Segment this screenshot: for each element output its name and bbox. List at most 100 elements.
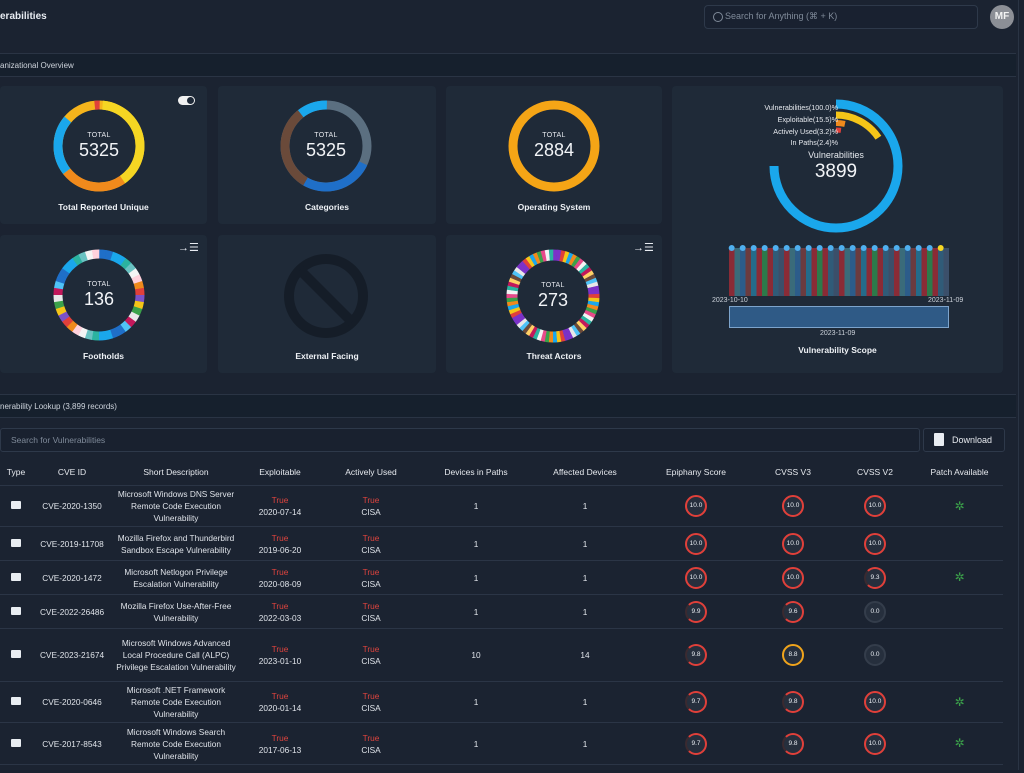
table-row[interactable]: CVE-2023-21674 Microsoft Windows Advanced… [0, 628, 1003, 682]
card-threat-actors: →☰ TOTAL 273 Threat Actors [446, 235, 662, 373]
download-button[interactable]: Download [923, 428, 1005, 452]
timeline-bar [888, 248, 894, 296]
actively-used-source: CISA [361, 703, 381, 713]
actively-used-value: True [362, 691, 380, 701]
short-description: Microsoft Windows Search Remote Code Exe… [112, 722, 240, 765]
lookup-section-header: nerability Lookup (3,899 records) [0, 394, 1016, 418]
timeline-bar [806, 248, 812, 296]
table-header-row: Type CVE ID Short Description Exploitable Ac… [0, 459, 1003, 486]
table-row[interactable]: CVE-2019-11708 Mozilla Firefox and Thunde… [0, 526, 1003, 561]
score-ring: 0.0 [864, 600, 886, 623]
patch-available-icon[interactable]: ✲ [954, 570, 965, 584]
timeline-brush[interactable] [729, 306, 949, 328]
type-icon [11, 606, 21, 615]
timeline-point [794, 245, 801, 251]
exploitable-cell: True 2020-07-14 [240, 485, 320, 527]
column-header[interactable]: Actively Used [320, 459, 422, 486]
page-title: erabilities [0, 11, 47, 22]
timeline-point [772, 245, 779, 251]
actively-used-source: CISA [361, 612, 381, 623]
exploitable-date: 2020-08-09 [258, 578, 302, 589]
donut-segment [506, 249, 600, 343]
expand-list-icon[interactable]: →☰ [178, 242, 199, 254]
column-header[interactable]: Short Description [112, 459, 240, 486]
donut-segment [506, 249, 600, 343]
timeline-end-date: 2023-11-09 [928, 297, 964, 304]
donut-segment [506, 249, 600, 343]
donut-segment [506, 249, 600, 343]
score-ring: 9.7 [685, 732, 707, 755]
legend-actively-used: Actively Used(3.2)% [773, 126, 838, 136]
timeline-bar [877, 248, 883, 296]
cve-id[interactable]: CVE-2020-1350 [32, 485, 112, 527]
vulnerability-search-input[interactable]: Search for Vulnerabilities [0, 428, 920, 452]
scope-timeline-chart[interactable] [727, 238, 951, 298]
table-row[interactable]: CVE-2017-8543 Microsoft Windows Search Re… [0, 722, 1003, 765]
cve-id[interactable]: CVE-2023-21674 [32, 628, 112, 682]
table-row[interactable]: CVE-2020-0646 Microsoft .NET Framework Re… [0, 681, 1003, 723]
patch-available-icon[interactable]: ✲ [954, 694, 965, 709]
table-row[interactable]: CVE-2020-1350 Microsoft Windows DNS Serve… [0, 485, 1003, 527]
devices-in-paths: 1 [422, 594, 530, 629]
cve-id[interactable]: CVE-2017-8543 [32, 722, 112, 765]
timeline-bar [734, 248, 740, 296]
vulnerability-scope-radial[interactable] [768, 98, 904, 234]
column-header[interactable]: CVSS V2 [834, 459, 916, 486]
patch-available-icon[interactable]: ✲ [954, 736, 965, 750]
card-footholds: →☰ TOTAL 136 Footholds [0, 235, 207, 373]
donut-segment [506, 249, 600, 343]
column-header[interactable]: Affected Devices [530, 459, 640, 486]
column-header[interactable]: CVSS V3 [752, 459, 834, 486]
affected-devices: 1 [530, 594, 640, 629]
donut-segment [506, 249, 600, 343]
donut-segment [506, 249, 600, 343]
timeline-start-date: 2023-10-10 [712, 297, 748, 304]
devices-in-paths: 1 [422, 560, 530, 595]
donut-segment [53, 249, 145, 341]
short-description: Mozilla Firefox and Thunderbird Sandbox … [112, 526, 240, 561]
timeline-bar [762, 248, 768, 296]
cve-id[interactable]: CVE-2022-26486 [32, 594, 112, 629]
donut-segment [506, 249, 600, 343]
global-search-input[interactable]: Search for Anything (⌘ + K) [704, 5, 978, 29]
column-header[interactable]: Devices in Paths [422, 459, 530, 486]
devices-in-paths: 1 [422, 485, 530, 527]
table-row[interactable]: CVE-2022-26486 Mozilla Firefox Use-After-… [0, 594, 1003, 629]
score-ring: 10.0 [864, 732, 886, 755]
donut-segment [53, 249, 145, 341]
cve-id[interactable]: CVE-2019-11708 [32, 526, 112, 561]
donut-segment [506, 249, 600, 343]
avatar[interactable]: MF [990, 5, 1014, 29]
actively-used-value: True [362, 566, 380, 577]
exploitable-date: 2022-03-03 [258, 612, 302, 623]
operating-system-donut[interactable]: TOTAL 2884 [508, 100, 600, 192]
column-header[interactable]: Patch Available [916, 459, 1003, 486]
donut-segment [506, 249, 600, 343]
exploitable-value: True [271, 495, 289, 505]
toggle-switch[interactable] [178, 96, 195, 105]
score-ring: 10.0 [685, 495, 707, 517]
cve-id[interactable]: CVE-2020-1472 [32, 560, 112, 595]
card-label: Operating System [517, 202, 591, 212]
timeline-point [838, 245, 845, 251]
type-icon [11, 572, 21, 581]
footholds-donut[interactable]: TOTAL 136 [53, 249, 145, 341]
column-header[interactable]: Exploitable [240, 459, 320, 486]
timeline-point [937, 245, 944, 251]
categories-donut[interactable]: TOTAL 5325 [280, 100, 372, 192]
column-header[interactable]: CVE ID [32, 459, 112, 486]
donut-segment [506, 249, 600, 343]
column-header[interactable]: Type [0, 459, 32, 486]
donut-segment [506, 249, 600, 343]
actively-used-value: True [362, 532, 380, 543]
patch-available-icon[interactable]: ✲ [954, 498, 965, 513]
score-ring: 10.0 [685, 566, 707, 589]
table-row[interactable]: CVE-2020-1472 Microsoft Netlogon Privileg… [0, 560, 1003, 595]
column-header[interactable]: Epiphany Score [640, 459, 752, 486]
total-reported-donut[interactable]: TOTAL 5325 [53, 100, 145, 192]
expand-list-icon[interactable]: →☰ [633, 242, 654, 254]
cve-id[interactable]: CVE-2020-0646 [32, 681, 112, 723]
donut-segment [53, 249, 145, 341]
card-label: Footholds [82, 351, 125, 361]
threat-actors-donut[interactable]: TOTAL 273 [506, 249, 600, 343]
